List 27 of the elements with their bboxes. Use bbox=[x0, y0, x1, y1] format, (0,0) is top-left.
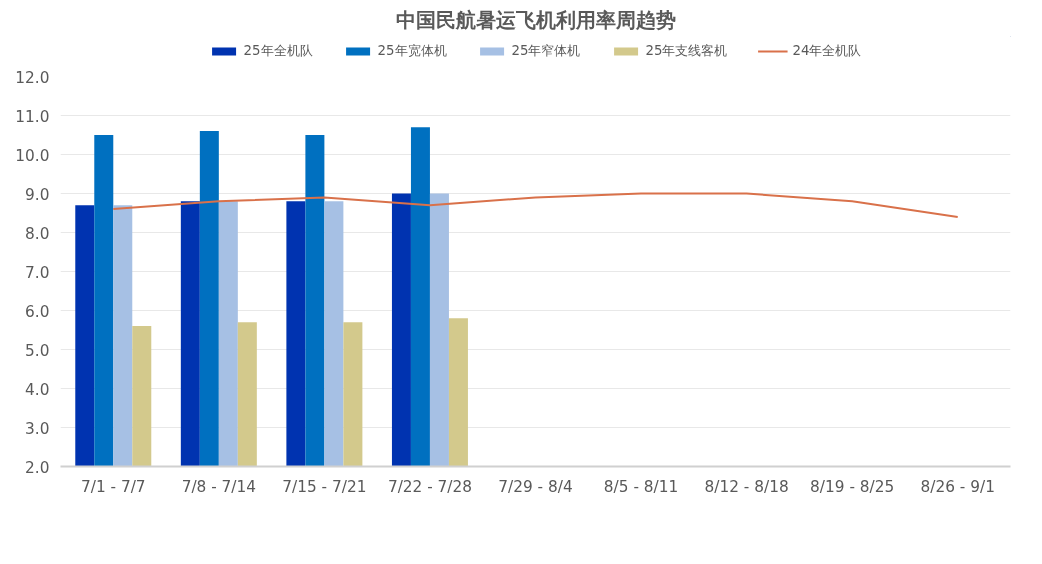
y-tick-label: 8.0 bbox=[25, 224, 50, 243]
x-tick-label: 8/19 - 8/25 bbox=[810, 477, 895, 496]
x-tick-label: 7/8 - 7/14 bbox=[181, 477, 257, 496]
y-tick-label: 12.0 bbox=[15, 68, 50, 87]
line-series bbox=[112, 192, 959, 218]
y-tick-label: 10.0 bbox=[15, 146, 50, 165]
y-tick-label: 4.0 bbox=[25, 380, 50, 399]
x-tick-label: 7/29 - 8/4 bbox=[498, 477, 573, 496]
x-tick-label: 7/1 - 7/7 bbox=[80, 477, 146, 496]
legend-label: 25年窄体机 bbox=[511, 42, 581, 60]
x-tick-label: 7/15 - 7/21 bbox=[282, 477, 367, 496]
x-tick-label: 8/26 - 9/1 bbox=[920, 477, 995, 496]
legend-label: 24年全机队 bbox=[792, 42, 862, 60]
y-tick-label: 2.0 bbox=[25, 458, 50, 477]
x-tick-label: 8/5 - 8/11 bbox=[603, 477, 679, 496]
legend-label: 25年宽体机 bbox=[377, 42, 447, 60]
y-tick-label: 7.0 bbox=[25, 263, 50, 282]
x-tick-label: 8/12 - 8/18 bbox=[704, 477, 789, 496]
legend-label: 25年支线客机 bbox=[645, 42, 728, 60]
x-tick-label: 7/22 - 7/28 bbox=[387, 477, 473, 496]
chart-title: 中国民航暑运飞机利用率周趋势 bbox=[395, 7, 676, 32]
y-tick-label: 3.0 bbox=[25, 419, 50, 438]
y-tick-label: 5.0 bbox=[25, 341, 50, 360]
y-tick-label: 11.0 bbox=[15, 107, 50, 126]
legend-label: 25年全机队 bbox=[243, 42, 313, 60]
y-tick-label: 9.0 bbox=[25, 185, 50, 204]
y-tick-label: 6.0 bbox=[25, 302, 50, 321]
